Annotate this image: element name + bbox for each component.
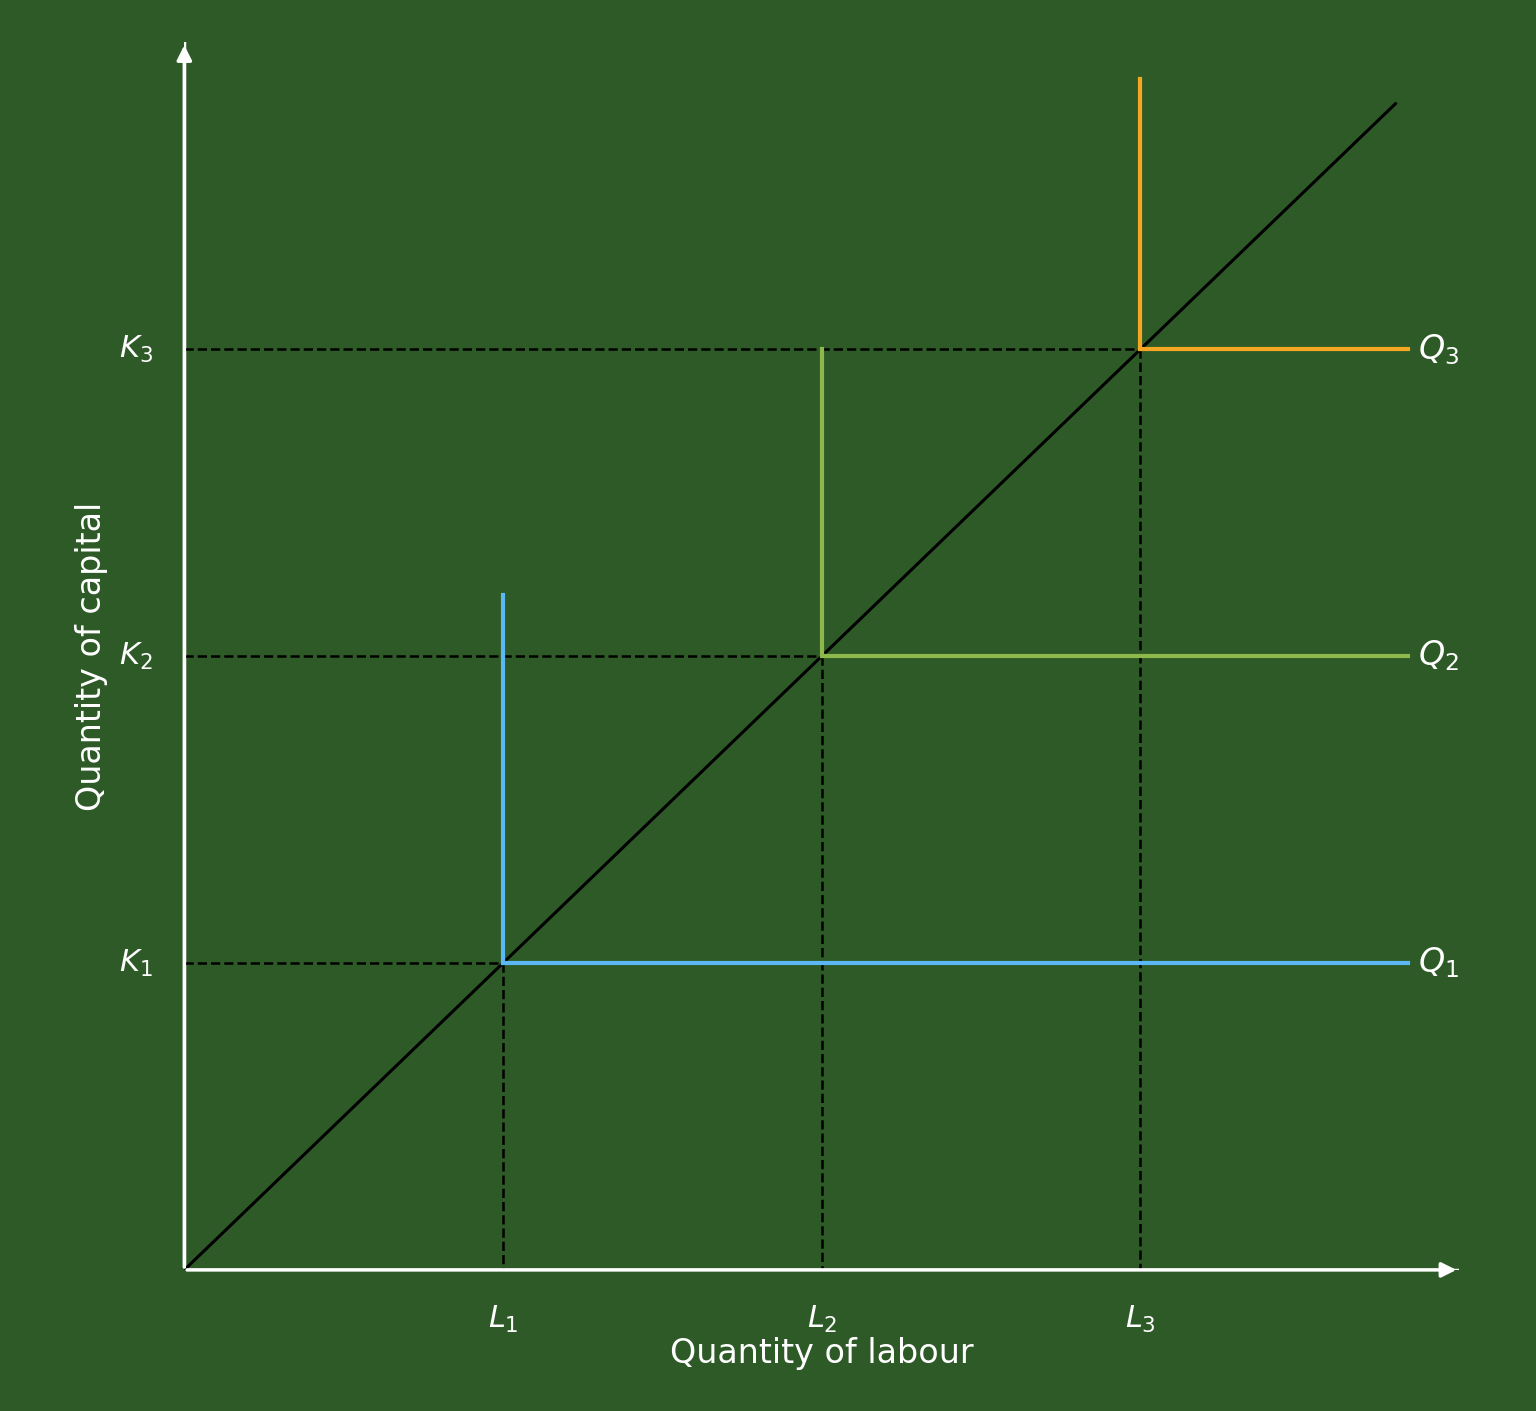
Text: $L_{3}$: $L_{3}$	[1124, 1304, 1157, 1335]
Text: $L_{1}$: $L_{1}$	[488, 1304, 518, 1335]
Text: $K_{1}$: $K_{1}$	[118, 947, 152, 979]
Text: Quantity of capital: Quantity of capital	[75, 501, 108, 811]
Text: Quantity of labour: Quantity of labour	[670, 1338, 974, 1370]
Text: $K_{2}$: $K_{2}$	[118, 641, 152, 672]
Text: $L_{2}$: $L_{2}$	[806, 1304, 837, 1335]
Text: $Q_{3}$: $Q_{3}$	[1418, 332, 1459, 367]
Text: $Q_{2}$: $Q_{2}$	[1418, 639, 1459, 673]
Text: $Q_{1}$: $Q_{1}$	[1418, 945, 1459, 981]
Text: $K_{3}$: $K_{3}$	[118, 333, 152, 365]
